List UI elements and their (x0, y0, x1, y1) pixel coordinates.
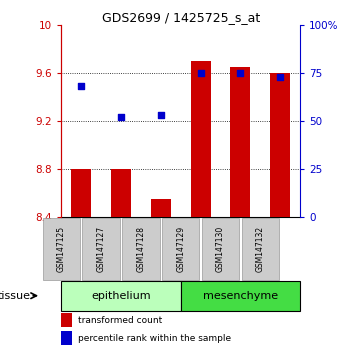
Bar (191, 61, 210, 217)
Bar (61, 331, 72, 345)
Bar (202, 218, 239, 280)
Bar (270, 73, 290, 217)
Bar (111, 169, 131, 217)
Title: GDS2699 / 1425725_s_at: GDS2699 / 1425725_s_at (102, 11, 260, 24)
Point (158, 112, 164, 118)
Point (278, 74, 283, 79)
Bar (231, 67, 250, 217)
Bar (241, 218, 279, 280)
Point (78, 84, 84, 89)
Text: percentile rank within the sample: percentile rank within the sample (78, 334, 231, 343)
Text: epithelium: epithelium (91, 291, 151, 301)
Text: GSM147129: GSM147129 (176, 226, 185, 272)
Text: GSM147132: GSM147132 (256, 226, 265, 272)
Text: GSM147130: GSM147130 (216, 225, 225, 272)
Text: tissue: tissue (0, 291, 30, 301)
Point (118, 114, 124, 120)
Bar (71, 169, 91, 217)
Bar (43, 218, 80, 280)
Bar (61, 313, 72, 327)
Text: mesenchyme: mesenchyme (203, 291, 278, 301)
Text: GSM147128: GSM147128 (136, 226, 146, 272)
Bar (83, 218, 120, 280)
Point (238, 70, 243, 76)
Bar (151, 199, 171, 217)
Text: GSM147125: GSM147125 (57, 226, 66, 272)
Bar (122, 218, 160, 280)
Text: GSM147127: GSM147127 (97, 226, 106, 272)
Point (198, 70, 203, 76)
Bar (61, 281, 181, 311)
Text: transformed count: transformed count (78, 315, 162, 325)
Bar (181, 281, 300, 311)
Bar (162, 218, 199, 280)
